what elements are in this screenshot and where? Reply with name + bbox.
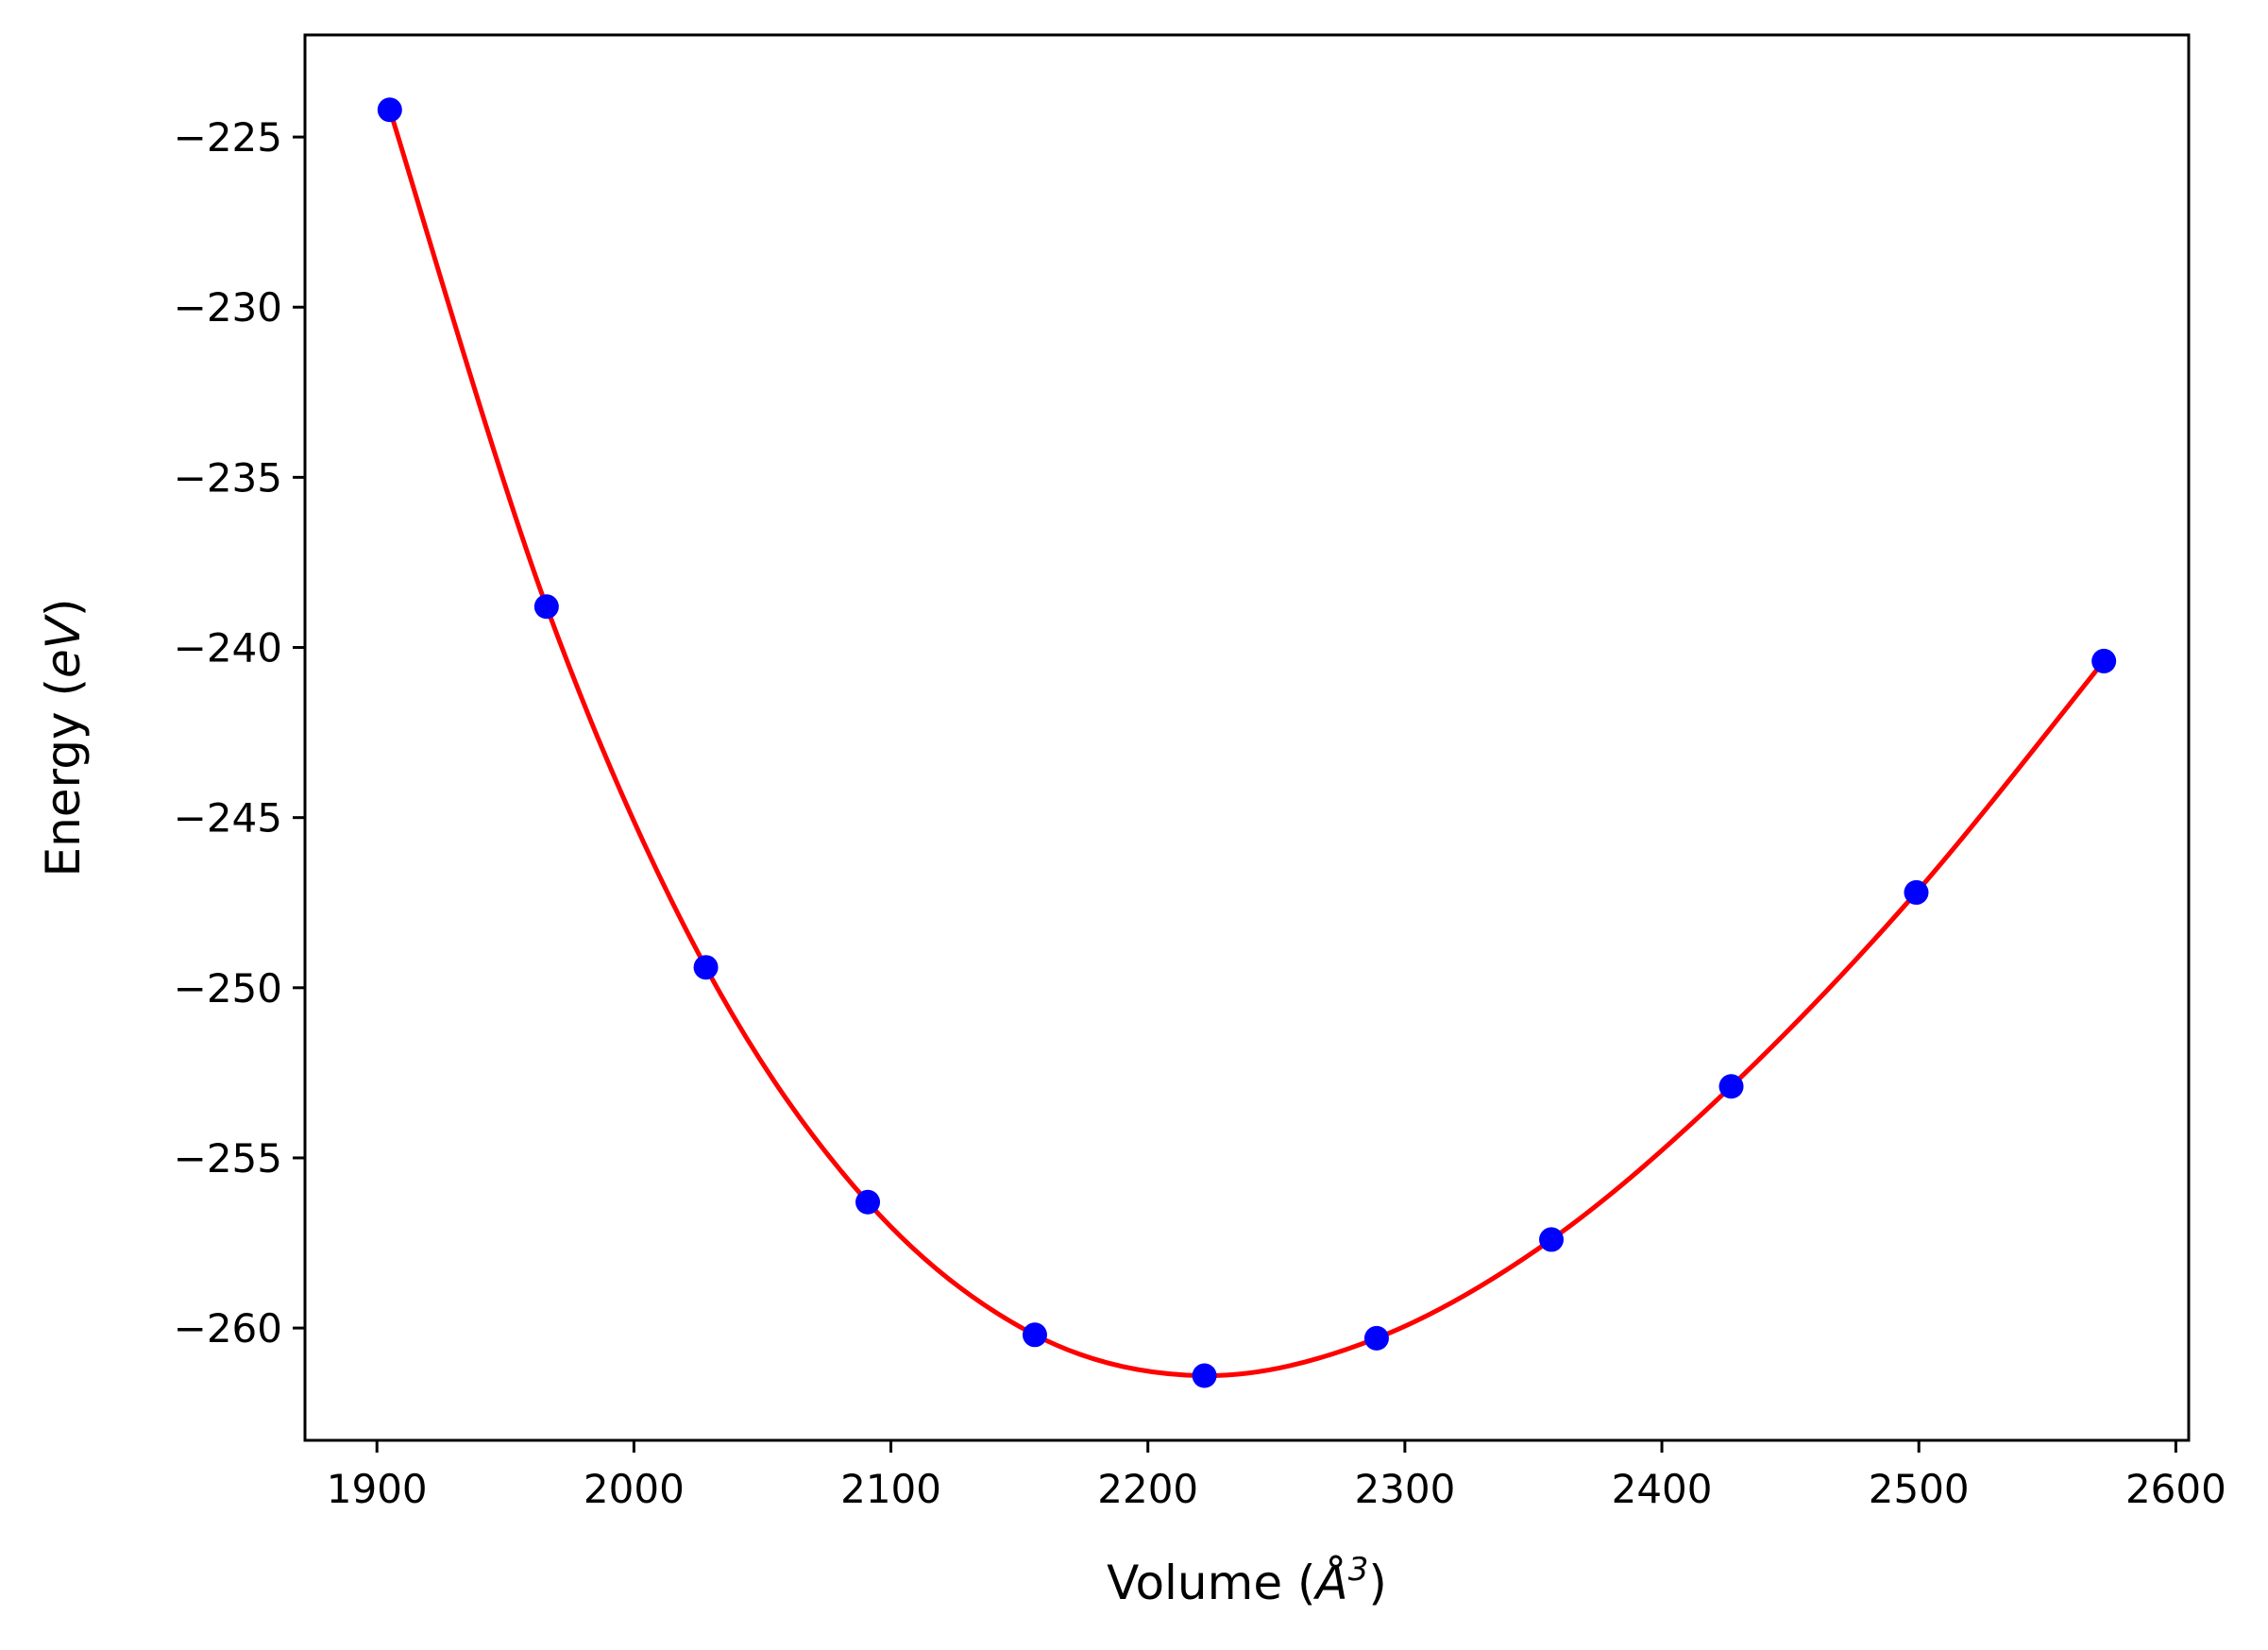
y-tick-label: −235 — [174, 454, 282, 501]
data-point — [533, 594, 559, 620]
y-tick-label: −245 — [174, 795, 282, 842]
y-axis-label-pre: Energy ( — [36, 678, 91, 876]
x-axis-label: Volume (Å3) — [1107, 1551, 1387, 1610]
data-point — [1022, 1322, 1047, 1348]
y-tick-label: −225 — [174, 114, 282, 161]
x-tick-label: 2100 — [840, 1466, 941, 1512]
y-axis-label-italic: eV — [36, 613, 91, 678]
axes-frame — [303, 33, 2191, 1442]
data-point — [2091, 648, 2117, 673]
y-axis-label-post: ) — [36, 599, 91, 618]
x-tick-label: 2300 — [1354, 1466, 1455, 1512]
x-tick-label: 2500 — [1869, 1466, 1970, 1512]
y-tick-label: −240 — [174, 625, 282, 672]
fit-curve-line — [387, 109, 2107, 1379]
x-tick-label: 2000 — [584, 1466, 685, 1512]
y-tick-label: −255 — [174, 1135, 282, 1182]
data-point — [855, 1189, 881, 1215]
y-tick-label: −250 — [174, 965, 282, 1012]
x-axis-ticks: 1900 2000 2100 2200 2300 2400 2500 2600 — [327, 1440, 2226, 1512]
y-axis-ticks: −225 −230 −235 −240 −245 −250 −255 −260 — [174, 114, 305, 1352]
data-point — [1539, 1227, 1565, 1252]
plot-area — [377, 97, 2117, 1388]
data-point — [1904, 879, 1929, 905]
x-tick-label: 2200 — [1097, 1466, 1198, 1512]
x-tick-label: 1900 — [327, 1466, 428, 1512]
data-point — [1192, 1363, 1217, 1388]
data-point — [693, 955, 719, 980]
x-axis-label-post: ) — [1368, 1556, 1387, 1610]
y-axis-label: Energy (eV) — [36, 599, 91, 877]
x-axis-label-sup: 3 — [1348, 1551, 1369, 1589]
x-tick-label: 2600 — [2125, 1466, 2226, 1512]
x-tick-label: 2400 — [1612, 1466, 1713, 1512]
y-tick-label: −260 — [174, 1305, 282, 1352]
y-tick-label: −230 — [174, 284, 282, 331]
x-axis-label-italic: Å — [1313, 1556, 1348, 1610]
x-axis-label-pre: Volume ( — [1107, 1556, 1315, 1610]
data-point — [1363, 1325, 1389, 1351]
data-point — [377, 97, 402, 123]
data-point — [1718, 1074, 1744, 1099]
